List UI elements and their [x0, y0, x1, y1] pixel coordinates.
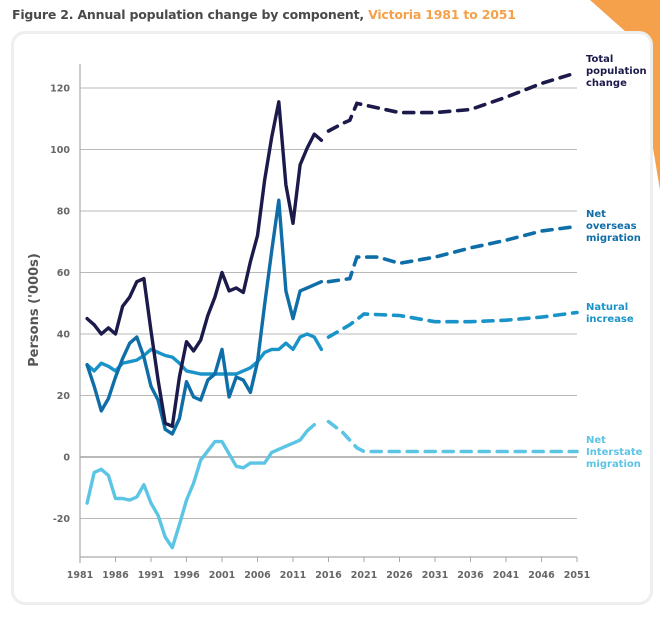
legend-interstate-line: Interstate — [586, 447, 643, 458]
legend-natural-line: increase — [586, 314, 634, 325]
x-tick-label: 1996 — [173, 570, 200, 581]
legend-net-overseas-migration: Net overseas migration — [586, 209, 656, 245]
y-axis-label: Persons ('000s) — [27, 253, 42, 367]
legend-total-line: Total — [586, 54, 614, 65]
series-overseas-projected-line — [326, 224, 579, 284]
figure-title: Figure 2. Annual population change by co… — [12, 7, 516, 22]
series-total-historical-line — [85, 100, 324, 428]
x-tick-label: 2006 — [244, 570, 271, 581]
x-tick-labels: 1981 1986 1991 1996 2001 2006 2011 2016 2021 2026… — [67, 570, 590, 581]
series-lines — [85, 70, 579, 550]
legend-natural-line: Natural — [586, 302, 629, 313]
legend-total-line: population — [586, 66, 647, 77]
x-tick-label: 1981 — [67, 570, 93, 581]
axes — [79, 64, 578, 563]
series-natural-historical-line — [85, 332, 324, 376]
y-tick-label: 100 — [50, 145, 70, 156]
figure-title-prefix: Figure 2. Annual population change by co… — [12, 7, 369, 22]
series-natural-projected-line — [326, 310, 579, 339]
x-tick-label: 2011 — [280, 570, 306, 581]
x-tick-label: 2036 — [457, 570, 484, 581]
x-tick-label: 1986 — [102, 570, 129, 581]
x-tick-label: 2031 — [422, 570, 448, 581]
series-total-projected-line — [326, 70, 579, 133]
series-interstate-historical-line — [85, 423, 316, 550]
y-tick-label: 120 — [50, 84, 70, 95]
legend-total-line: change — [586, 78, 627, 89]
y-tick-label: 40 — [57, 330, 71, 341]
y-tick-label: 0 — [63, 453, 70, 464]
x-tick-label: 2016 — [315, 570, 342, 581]
x-tick-label: 2046 — [528, 570, 555, 581]
series-overseas-historical-line — [85, 198, 324, 436]
x-tick-label: 2051 — [564, 570, 590, 581]
y-tick-label: 80 — [57, 207, 71, 218]
legend-total-population-change: Total population change — [586, 54, 656, 90]
x-tick-label: 2021 — [351, 570, 377, 581]
legend-interstate-line: migration — [586, 459, 641, 470]
legend-net-interstate-migration: Net Interstate migration — [586, 435, 656, 471]
y-tick-label: 20 — [57, 391, 71, 402]
figure-title-highlight: Victoria 1981 to 2051 — [368, 7, 516, 22]
x-tick-label: 2026 — [386, 570, 413, 581]
x-tick-label: 1991 — [138, 570, 164, 581]
gridlines — [80, 87, 577, 519]
legend-overseas-line: Net — [586, 209, 606, 220]
legend-interstate-line: Net — [586, 435, 606, 446]
legend-overseas-line: migration — [586, 233, 641, 244]
y-tick-labels: -20 0 20 40 60 80 100 120 — [50, 84, 70, 526]
y-tick-label: 60 — [57, 268, 71, 279]
y-tick-label: -20 — [53, 514, 71, 525]
legend-overseas-line: overseas — [586, 221, 637, 232]
x-tick-label: 2001 — [209, 570, 235, 581]
legend-natural-increase: Natural increase — [586, 302, 656, 326]
series-interstate-projected-line — [326, 419, 579, 454]
x-tick-label: 2041 — [493, 570, 519, 581]
